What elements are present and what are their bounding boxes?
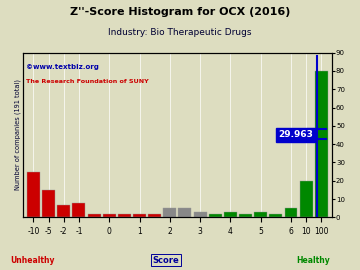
Text: ©www.textbiz.org: ©www.textbiz.org <box>26 64 99 70</box>
Bar <box>224 212 237 217</box>
Text: Healthy: Healthy <box>296 256 330 265</box>
Bar <box>163 208 176 217</box>
Bar <box>148 214 161 217</box>
Bar <box>87 214 100 217</box>
Bar <box>269 214 282 217</box>
Bar <box>133 214 146 217</box>
Text: Industry: Bio Therapeutic Drugs: Industry: Bio Therapeutic Drugs <box>108 28 252 37</box>
Bar <box>194 212 207 217</box>
Bar <box>118 214 131 217</box>
Bar <box>209 214 222 217</box>
Bar <box>300 181 312 217</box>
Bar <box>57 205 70 217</box>
Bar <box>42 190 55 217</box>
Text: 29.963: 29.963 <box>278 130 313 140</box>
Text: Score: Score <box>152 256 179 265</box>
Bar <box>179 208 192 217</box>
Text: Z''-Score Histogram for OCX (2016): Z''-Score Histogram for OCX (2016) <box>70 7 290 17</box>
Bar <box>27 172 40 217</box>
Bar <box>284 208 297 217</box>
Bar <box>103 214 116 217</box>
Bar <box>315 71 328 217</box>
Y-axis label: Number of companies (191 total): Number of companies (191 total) <box>15 79 22 191</box>
Bar <box>239 214 252 217</box>
Text: The Research Foundation of SUNY: The Research Foundation of SUNY <box>26 79 149 84</box>
Bar <box>72 203 85 217</box>
Bar <box>254 212 267 217</box>
Text: Unhealthy: Unhealthy <box>10 256 55 265</box>
